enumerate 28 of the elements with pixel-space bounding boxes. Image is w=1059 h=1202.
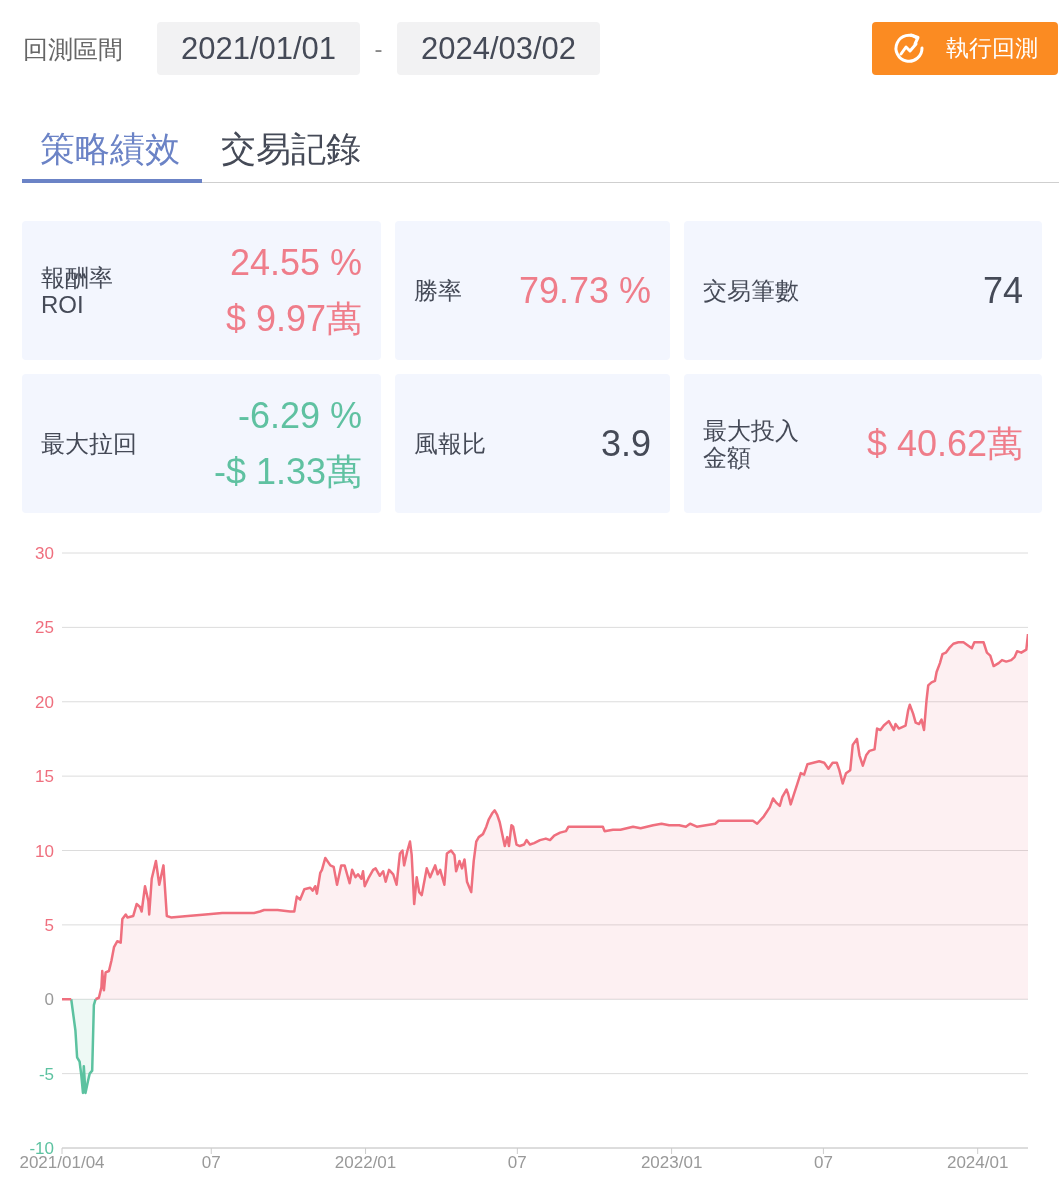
y-tick-label: 20	[35, 692, 54, 712]
y-tick-label: 15	[35, 767, 54, 787]
text: 策略績效	[40, 129, 180, 168]
card: 報酬率 ROI 24.55 % $ 9.97萬	[22, 221, 381, 360]
x-tick-label: 2023/01	[640, 1153, 703, 1173]
y-tick-label: -5	[38, 1064, 54, 1084]
y-tick-label: 10	[35, 841, 54, 861]
text: 交易記錄	[221, 129, 361, 168]
y-tick-label: 30	[35, 544, 54, 563]
button: 執行回測	[872, 22, 1058, 75]
x-tick-label: 07	[813, 1153, 833, 1173]
x-tick-label: 07	[201, 1153, 221, 1173]
y-tick-label: 25	[35, 618, 54, 638]
card: 風報比 3.9	[395, 374, 670, 513]
x-tick-label: 2024/01	[946, 1153, 1009, 1173]
card: 勝率 79.73 %	[395, 221, 670, 360]
date-field: 2021/01/01	[157, 22, 360, 75]
x-tick-label: 07	[507, 1153, 527, 1173]
text: 回測區間	[23, 35, 123, 63]
x-tick-label: 2022/01	[334, 1153, 397, 1173]
card: 最大拉回 -6.29 % -$ 1.33萬	[22, 374, 381, 513]
date-field: 2024/03/02	[397, 22, 600, 75]
card: 最大投入金額 $ 40.62萬	[684, 374, 1042, 513]
text: -	[374, 35, 383, 62]
y-tick-label: 0	[44, 990, 54, 1010]
card: 交易筆數 74	[684, 221, 1042, 360]
y-tick-label: 5	[44, 915, 54, 935]
x-tick-label: 2021/01/04	[19, 1153, 105, 1173]
